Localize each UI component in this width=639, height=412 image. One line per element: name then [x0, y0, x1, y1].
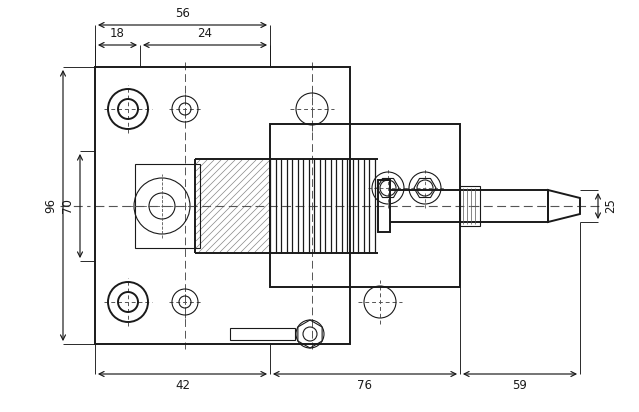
Text: 24: 24	[197, 27, 213, 40]
Bar	[378, 180, 390, 232]
Bar	[460, 190, 548, 222]
Text: 59: 59	[512, 379, 527, 392]
Bar	[270, 124, 460, 287]
Text: 56: 56	[175, 7, 190, 20]
Bar	[95, 67, 350, 344]
Text: 25: 25	[604, 199, 617, 213]
Bar	[460, 186, 480, 226]
Bar	[135, 164, 200, 248]
Text: 70: 70	[61, 199, 74, 213]
Text: 96: 96	[44, 198, 57, 213]
Text: 18: 18	[110, 27, 125, 40]
Text: 42: 42	[175, 379, 190, 392]
Bar	[230, 328, 295, 340]
Text: 76: 76	[357, 379, 373, 392]
